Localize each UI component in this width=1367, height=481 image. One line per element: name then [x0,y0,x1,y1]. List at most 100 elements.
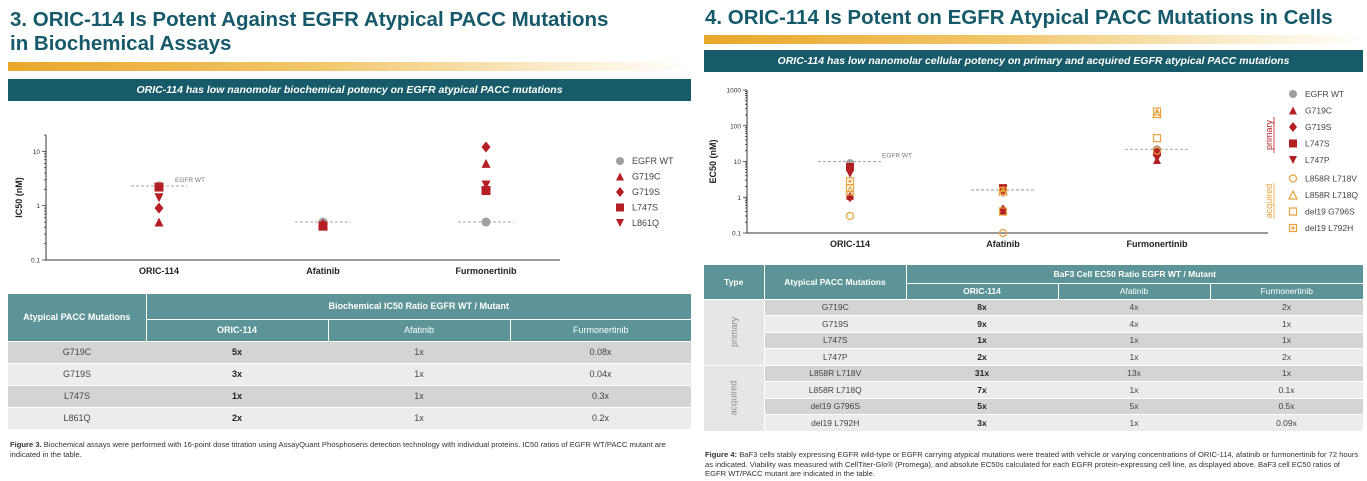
furmo-cell: 2x [1210,299,1363,316]
left-th-furmo: Furmonertinib [509,318,691,342]
data-point-dot [1155,110,1159,114]
right-title: 4. ORIC-114 Is Potent on EGFR Atypical P… [705,6,1333,29]
data-point [318,221,328,231]
oric-cell: 1x [906,332,1058,349]
legend-marker [1288,223,1298,233]
afatinib-cell: 5x [1058,398,1210,415]
x-category-label: ORIC-114 [139,266,179,276]
oric-cell: 5x [146,341,328,364]
table-row: primary G719C 8x 4x 2x [704,299,1363,366]
left-banner: ORIC-114 has low nanomolar biochemical p… [8,79,691,101]
ic50-chart: 10 1 0.1 IC50 (nM) ORIC-114 Afatinib Furmonert… [14,134,674,276]
furmo-cell: 0.04x [510,363,691,386]
legend-marker-frame [1288,223,1298,233]
right-th-type: Type [704,265,764,300]
mutation-cell: del19 L792H [764,414,906,432]
afatinib-cell: 1x [1058,414,1210,432]
table-row: G719S 9x 4x 1x [704,315,1363,333]
legend-marker [616,172,624,181]
y-axis-label: IC50 (nM) [14,177,24,218]
table-row: acquired L858R L718V 31x 13x 1x [704,365,1363,432]
data-point [1152,146,1162,155]
data-point [846,169,854,178]
legend-label: L861Q [632,218,659,228]
oric-cell: 2x [906,348,1058,366]
legend-group-label: acquired [1264,184,1274,219]
type-primary-label: primary [728,316,739,348]
y-tick-label: 0.1 [31,258,40,265]
afatinib-cell: 1x [1058,348,1210,366]
right-th-oric: ORIC-114 [905,282,1058,300]
table-row: L747P 2x 1x 2x [704,348,1363,366]
legend-label: EGFR WT [632,156,674,166]
legend-marker [1289,139,1297,148]
right-caption-label: Figure 4: [705,450,738,459]
oric-cell: 1x [146,385,328,408]
mutation-cell: G719S [8,363,146,386]
furmo-cell: 1x [1210,332,1363,349]
legend-label: G719C [632,172,661,182]
oric-cell: 3x [906,414,1058,432]
mutation-cell: L747S [764,332,906,349]
data-point [998,207,1008,216]
left-title-line1: 3. ORIC-114 Is Potent Against EGFR Atypi… [10,8,609,31]
furmo-cell: 0.2x [510,407,691,430]
legend-group-label: primary [1264,120,1274,151]
afatinib-cell: 1x [1058,381,1210,399]
furmo-cell: 0.5x [1210,398,1363,415]
legend-label: L747S [632,203,658,213]
oric-cell: 2x [146,407,328,430]
mutation-cell: del19 G796S [764,398,906,415]
legend-marker [616,187,624,197]
data-point [1152,107,1162,116]
mutation-cell: L747S [8,385,146,408]
oric-cell: 31x [906,365,1058,382]
furmo-cell: 0.08x [510,341,691,364]
left-th-mutations: Atypical PACC Mutations [8,294,146,342]
table-row: del19 G796S 5x 5x 0.5x [704,398,1363,415]
right-th-furmo: Furmonertinib [1209,282,1363,300]
legend-label: del19 G796S [1305,207,1355,217]
legend-label: L747P [1305,155,1330,165]
data-point [845,177,855,186]
right-th-mutations: Atypical PACC Mutations [763,265,906,300]
data-point [481,186,491,196]
data-point [481,141,491,153]
legend-marker [616,203,624,212]
data-point [1152,108,1162,119]
table-row: G719C 5x 1x 0.08x [8,341,691,364]
left-table: Atypical PACC Mutations Biochemical IC50… [8,294,691,430]
furmo-cell: 2x [1210,348,1363,366]
type-primary-cell: primary [704,299,765,366]
oric-cell: 3x [146,363,328,386]
oric-cell: 5x [906,398,1058,415]
y-tick-label: 100 [730,123,741,130]
data-point-dot [1001,189,1005,193]
type-acquired-cell: acquired [704,365,765,432]
mutation-cell: L747P [764,348,906,366]
y-axis-label: EC50 (nM) [708,139,718,183]
table-row: L747S 1x 1x 1x [704,332,1363,349]
y-tick-label: 0.1 [732,231,741,238]
afatinib-cell: 1x [328,385,510,408]
furmo-cell: 0.3x [510,385,691,408]
x-category-label: ORIC-114 [830,239,870,249]
y-tick-label: 10 [33,149,41,156]
x-category-label: Afatinib [306,266,340,276]
y-tick-label: 1 [36,203,40,210]
type-acquired-label: acquired [728,380,739,416]
mutation-cell: L858R L718V [764,365,906,382]
legend-label: G719C [1305,106,1332,116]
legend-marker [1288,189,1298,200]
data-point [481,180,491,190]
left-th-oric: ORIC-114 [145,318,328,342]
mutation-cell: G719S [764,315,906,333]
mutation-cell: L858R L718Q [764,381,906,399]
data-point [845,211,855,221]
x-category-label: Afatinib [986,239,1020,249]
data-point [998,228,1008,238]
legend-marker [1289,156,1297,164]
data-point [481,217,491,227]
data-point [1153,154,1161,163]
reference-label: EGFR WT [882,153,912,160]
